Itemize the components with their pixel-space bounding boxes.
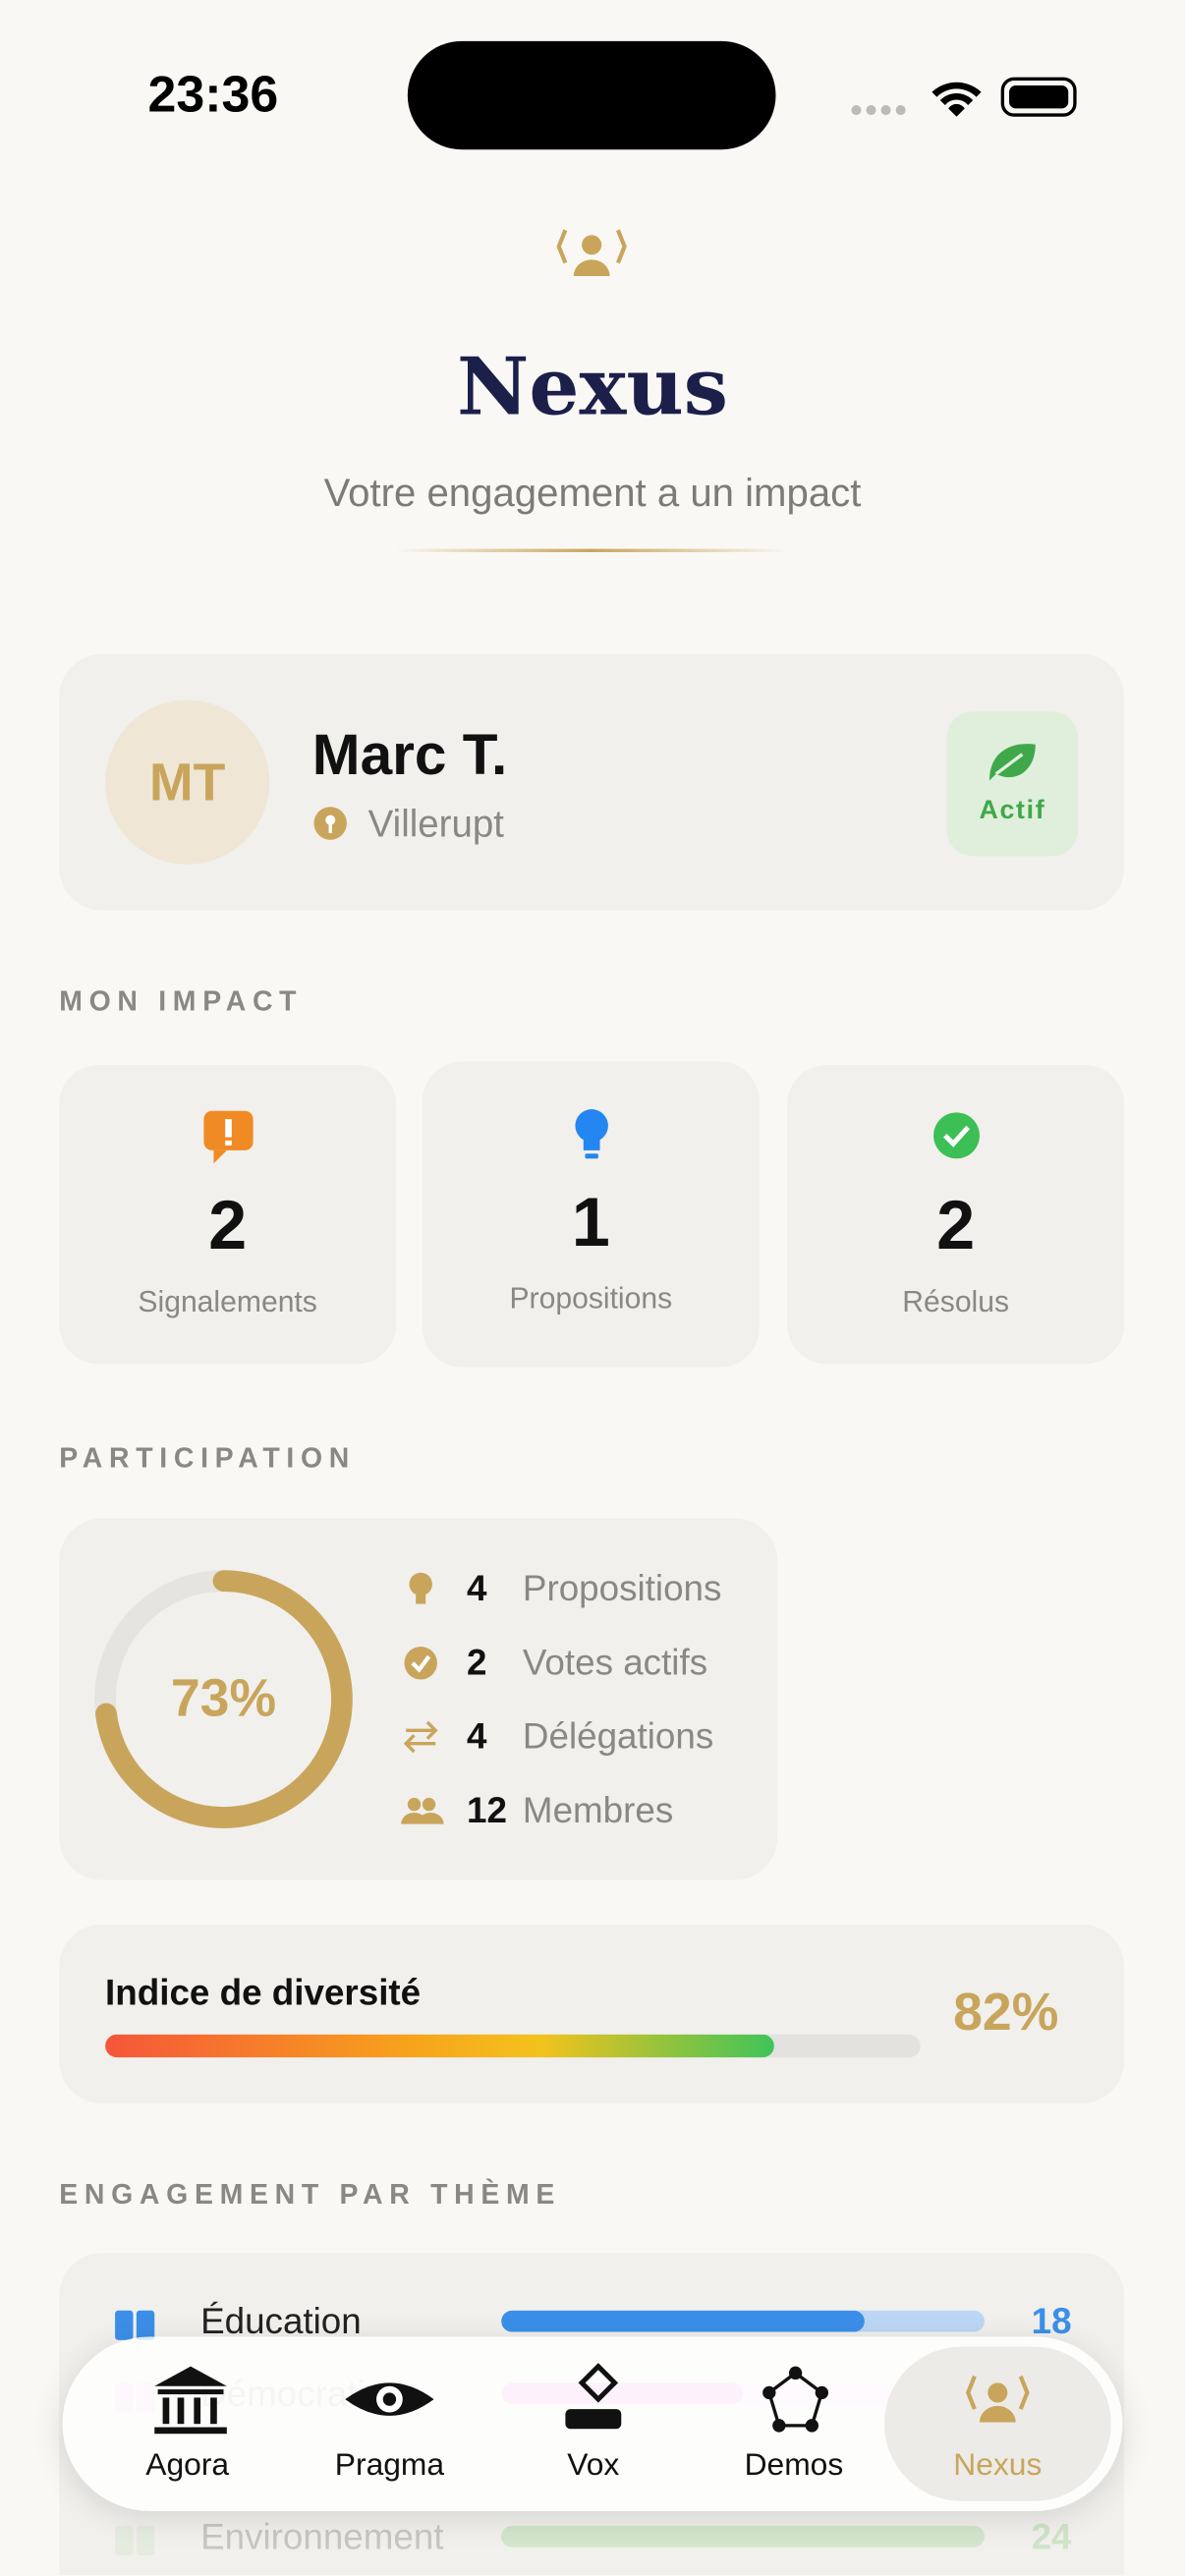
diversity-track: [105, 2034, 921, 2058]
stat-value: 2: [208, 1186, 248, 1264]
status-time: 23:36: [147, 65, 279, 124]
item-label: Délégations: [522, 1715, 714, 1758]
location-icon: [313, 807, 347, 840]
subtitle: Votre engagement a un impact: [323, 472, 862, 517]
theme-icon: [115, 2525, 155, 2556]
item-icon: [409, 1572, 432, 1604]
stat-icon: [203, 1110, 254, 1164]
tab-label[interactable]: Pragma: [334, 2448, 445, 2484]
status-icons: [851, 77, 1077, 117]
tab-label[interactable]: Vox: [567, 2448, 620, 2484]
page-title: Nexus: [457, 341, 728, 434]
theme-value: 18: [1031, 2300, 1072, 2342]
item-value: 12: [467, 1789, 507, 1831]
status-label: Actif: [979, 797, 1046, 825]
nexus-icon: [556, 229, 627, 277]
stat-label: Propositions: [509, 1281, 673, 1316]
theme-bar: [501, 2310, 864, 2332]
item-icon: [404, 1647, 437, 1680]
item-value: 4: [467, 1567, 487, 1609]
stat-value: 1: [571, 1183, 610, 1260]
theme-label: Environnement: [200, 2515, 444, 2557]
theme-icon: [115, 2310, 155, 2340]
diversity-value: 82%: [953, 1982, 1059, 2042]
ring-chart: [94, 1570, 353, 1828]
theme-label: Éducation: [200, 2300, 362, 2342]
leaf-icon: [988, 744, 1036, 781]
ring-progress: [94, 1570, 353, 1828]
theme-value: 24: [1031, 2515, 1072, 2557]
stat-value: 2: [936, 1186, 976, 1264]
stat-card: 1 Propositions: [422, 1061, 760, 1368]
ring-label: 73%: [170, 1667, 277, 1727]
item-icon: [403, 1720, 438, 1754]
tab-label[interactable]: Agora: [145, 2448, 230, 2484]
item-label: Membres: [522, 1789, 674, 1831]
section-title: PARTICIPATION: [59, 1442, 357, 1475]
status-badge[interactable]: Actif: [946, 711, 1079, 857]
diversity-fill: [105, 2034, 774, 2058]
stat-card: 2 Résolus: [787, 1064, 1125, 1365]
avatar: MT: [105, 700, 270, 865]
item-label: Votes actifs: [522, 1642, 708, 1683]
diversity-label: Indice de diversité: [105, 1972, 422, 2014]
section-title: ENGAGEMENT PAR THÈME: [59, 2178, 562, 2211]
theme-track: [501, 2525, 985, 2548]
theme-track: [501, 2310, 985, 2332]
tab-selected-bg: [883, 2346, 1111, 2501]
tab-label[interactable]: Demos: [744, 2448, 844, 2484]
item-value: 4: [467, 1715, 487, 1758]
theme-bar: [501, 2525, 985, 2548]
stat-label: Résolus: [902, 1285, 1010, 1318]
item-label: Propositions: [522, 1567, 722, 1609]
stat-icon: [575, 1109, 608, 1159]
profile-location: Villerupt: [367, 802, 504, 845]
item-value: 2: [467, 1642, 487, 1683]
diversity-card: [59, 1924, 1125, 2104]
section-title: MON IMPACT: [59, 985, 304, 1018]
tab-label[interactable]: Nexus: [953, 2448, 1043, 2484]
divider: [394, 548, 789, 553]
stat-icon: [933, 1112, 980, 1159]
item-icon: [401, 1797, 444, 1824]
stat-card: 2 Signalements: [59, 1064, 397, 1365]
tab-icons: [154, 2363, 1030, 2435]
profile-name: Marc T.: [311, 722, 508, 788]
dynamic-island: [407, 40, 776, 150]
stat-label: Signalements: [138, 1285, 317, 1318]
